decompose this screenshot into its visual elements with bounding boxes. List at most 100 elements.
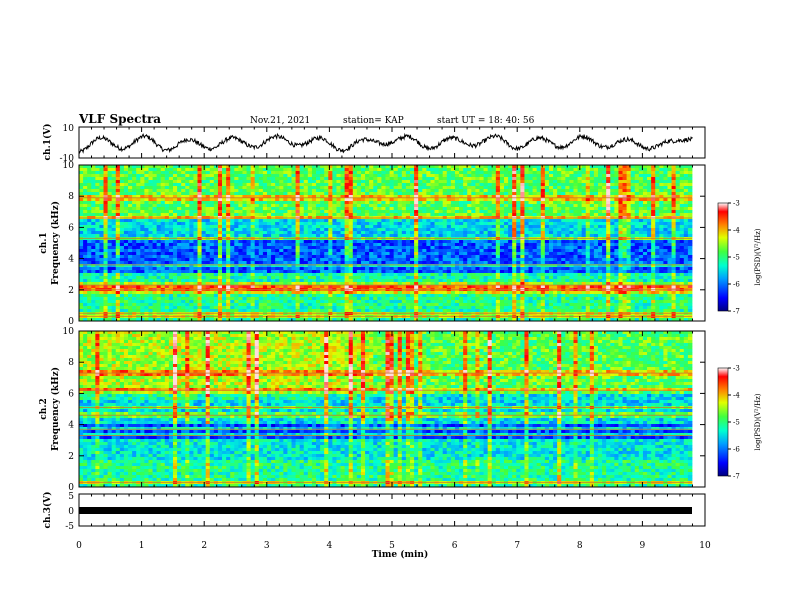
ch1-spec-cell [369, 165, 374, 169]
ch1-spec-cell [193, 246, 198, 250]
ch1-spec-cell [324, 198, 329, 202]
ch1-spec-cell [136, 177, 141, 181]
ch1-spec-cell [95, 207, 100, 211]
ch1-spec-cell [230, 189, 235, 193]
ch1-spec-cell [373, 261, 378, 265]
ch1-spec-cell [365, 213, 370, 217]
ch1-spec-cell [283, 255, 288, 259]
ch1-spec-cell [450, 252, 456, 256]
ch1-spec-cell [356, 309, 362, 313]
ch1-spec-cell [450, 177, 456, 181]
ch1-spec-cell [414, 222, 419, 226]
ch1-spec-cell [352, 291, 358, 295]
ch1-spec-cell [148, 168, 153, 172]
ch1-spec-cell [401, 207, 407, 211]
ch1-spec-cell [365, 174, 370, 178]
ch1-spec-cell [132, 168, 137, 172]
ch1-spec-cell [377, 258, 382, 262]
ch1-spec-cell [430, 207, 435, 211]
ch1-spec-cell [369, 222, 374, 226]
ch1-spec-cell [140, 183, 145, 187]
ch1-spec-cell [115, 306, 121, 310]
ch1-spec-cell [340, 285, 346, 289]
ch1-spec-cell [324, 219, 329, 223]
ch1-spec-cell [128, 285, 133, 289]
ch1-spec-cell [365, 225, 370, 229]
ch1-spec-cell [132, 264, 137, 268]
ch1-spec-cell [360, 258, 366, 262]
ch1-spec-cell [344, 249, 350, 253]
ch1-spec-cell [283, 297, 288, 301]
ch1-spec-cell [136, 183, 141, 187]
ch1-spec-cell [287, 267, 292, 271]
ch1-spec-cell [401, 222, 407, 226]
ch1-spec-cell [213, 285, 219, 289]
ch1-spec-cell [356, 306, 362, 310]
ch1-spec-cell [136, 165, 141, 169]
ch1-spec-cell [107, 180, 113, 184]
ch1-spec-cell [111, 198, 117, 202]
ch1-spec-cell [217, 207, 223, 211]
ch1-spec-cell [258, 210, 264, 214]
ch1-spec-cell [197, 297, 202, 301]
ch1-spec-cell [397, 267, 403, 271]
ch1-spec-cell [381, 219, 386, 223]
ch1-spec-cell [156, 189, 162, 193]
ch1-spec-cell [250, 252, 256, 256]
ch1-spec-cell [197, 210, 202, 214]
ch1-spec-cell [426, 252, 431, 256]
ch1-spec-cell [205, 282, 211, 286]
ch1-spec-cell [119, 234, 125, 238]
ch1-spec-cell [156, 246, 162, 250]
ch1-spec-cell [401, 225, 407, 229]
ch1-spec-cell [213, 180, 219, 184]
ch1-spec-cell [160, 174, 166, 178]
ch1-spec-cell [401, 219, 407, 223]
ch1-spec-cell [258, 225, 264, 229]
ch1-spec-cell [250, 294, 256, 298]
ch1-spec-cell [283, 270, 288, 274]
ch1-spec-cell [91, 243, 96, 247]
ch1-spec-cell [132, 171, 137, 175]
ch1-spec-cell [226, 318, 231, 322]
ch1-spec-cell [193, 198, 198, 202]
ch1-spec-cell [320, 201, 325, 205]
ch1-spec-cell [303, 201, 309, 205]
ch1-spec-cell [164, 210, 170, 214]
ch1-spec-cell [136, 264, 141, 268]
ch1-spec-cell [430, 240, 435, 244]
ch1-spec-cell [307, 228, 313, 232]
ch1-spec-cell [360, 180, 366, 184]
ch1-spec-cell [201, 261, 207, 265]
ch1-spec-cell [172, 276, 178, 280]
ch1-spec-cell [434, 207, 440, 211]
ch1-spec-cell [336, 222, 341, 226]
ch1-spec-cell [123, 225, 129, 229]
ch1-spec-cell [320, 171, 325, 175]
ch1-spec-cell [99, 285, 104, 289]
ch1-spec-cell [450, 267, 456, 271]
ch1-spec-cell [320, 291, 325, 295]
ch1-spec-cell [140, 231, 145, 235]
ch1-spec-cell [410, 264, 415, 268]
ch1-spec-cell [311, 207, 317, 211]
ch1-spec-cell [438, 279, 444, 283]
ch1-spec-cell [189, 309, 194, 313]
ch1-spec-cell [148, 306, 153, 310]
ch1-spec-cell [434, 177, 440, 181]
ch1-spec-cell [79, 243, 84, 247]
ch1-spec-cell [144, 243, 149, 247]
ch1-spec-cell [197, 195, 202, 199]
ch1-spec-cell [401, 303, 407, 307]
ch1-spec-cell [377, 300, 382, 304]
ch1-spec-cell [119, 240, 125, 244]
ch1-spec-cell [250, 264, 256, 268]
ch1-spec-cell [438, 201, 444, 205]
ch1-spec-cell [83, 255, 88, 259]
ch1-spec-cell [311, 201, 317, 205]
ch1-spec-cell [340, 267, 346, 271]
ch1-spec-cell [197, 174, 202, 178]
ch1-spec-cell [320, 243, 325, 247]
ch1-spec-cell [177, 171, 182, 175]
ch1-spec-cell [373, 279, 378, 283]
